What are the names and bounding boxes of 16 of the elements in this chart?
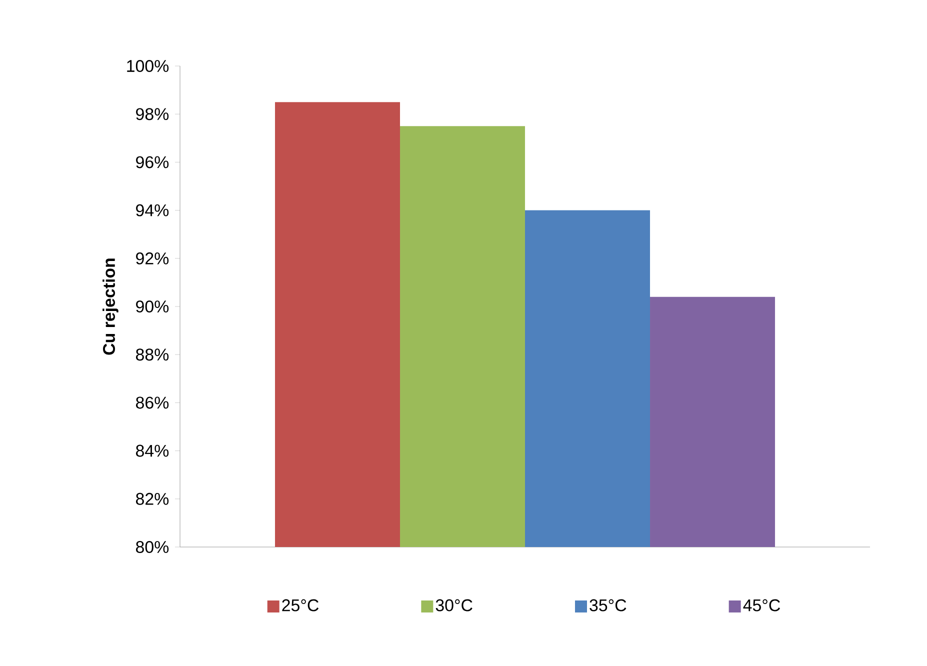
legend-label: 30°C bbox=[436, 599, 472, 612]
legend-label: 35°C bbox=[590, 599, 626, 612]
y-tick-label: 88% bbox=[136, 348, 169, 361]
y-tick-label: 86% bbox=[136, 396, 169, 409]
y-tick-label: 82% bbox=[136, 492, 169, 505]
legend-label: 25°C bbox=[282, 599, 319, 612]
y-tick-label: 92% bbox=[136, 252, 169, 264]
y-tick-label: 94% bbox=[136, 204, 169, 216]
y-tick-label: 80% bbox=[136, 541, 169, 553]
y-tick-label: 96% bbox=[136, 156, 169, 168]
y-tick-label: 90% bbox=[136, 300, 169, 312]
y-tick-label: 100% bbox=[127, 60, 169, 72]
y-tick-label: 98% bbox=[136, 108, 169, 120]
y-tick-label: 84% bbox=[136, 444, 169, 457]
legend-label: 45°C bbox=[743, 599, 780, 612]
y-axis-title: Cu rejection bbox=[102, 258, 118, 355]
